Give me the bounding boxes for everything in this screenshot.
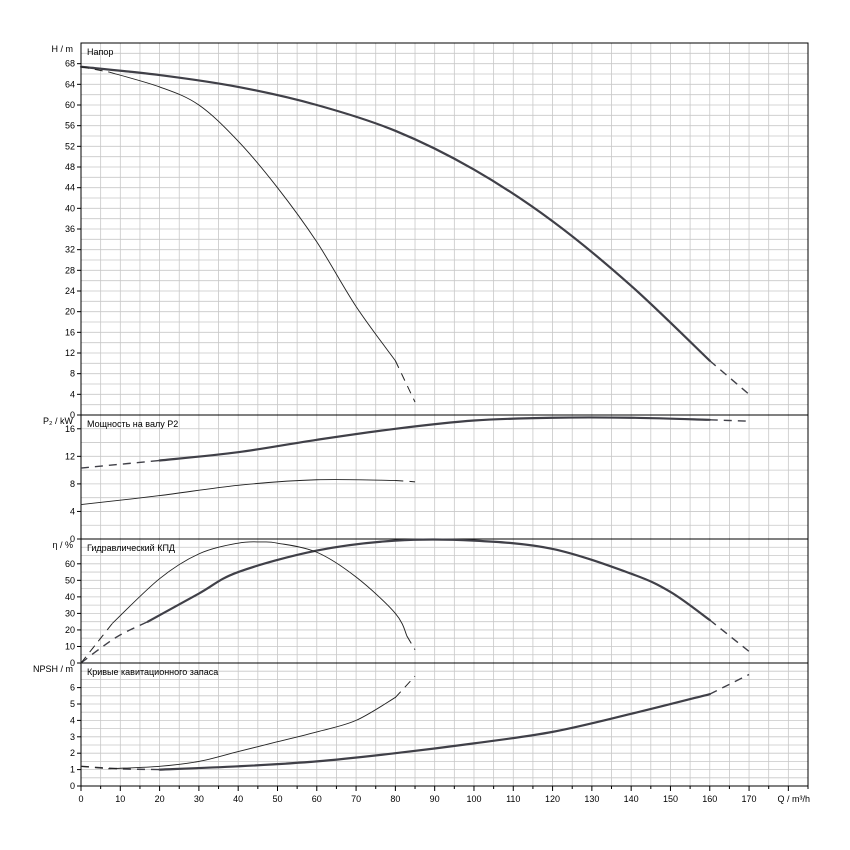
y-tick-label-head: 12 xyxy=(65,348,75,358)
y-tick-label-head: 20 xyxy=(65,307,75,317)
y-tick-label-eff: 20 xyxy=(65,625,75,635)
curve-npsh-bold xyxy=(158,693,711,771)
y-axis-label-power: P₂ / kW xyxy=(43,416,73,426)
y-tick-label-power: 12 xyxy=(65,451,75,461)
panel-frame-eff xyxy=(80,538,809,664)
curve-eff-bold xyxy=(146,538,711,623)
y-tick-label-head: 68 xyxy=(65,59,75,69)
y-tick-label-power: 0 xyxy=(70,534,75,544)
y-tick-label-npsh: 4 xyxy=(70,715,75,725)
panel-title-head: Напор xyxy=(87,47,113,57)
x-tick-label: 90 xyxy=(430,794,440,804)
x-tick-label: 30 xyxy=(194,794,204,804)
y-axis-label-eff: η / % xyxy=(52,540,73,550)
y-tick-label-npsh: 3 xyxy=(70,732,75,742)
y-axis-label-npsh: NPSH / m xyxy=(33,664,73,674)
y-tick-label-head: 0 xyxy=(70,410,75,420)
curves xyxy=(79,65,750,771)
curve-extension-start-head xyxy=(80,66,109,73)
curve-extension-end-npsh xyxy=(709,673,750,695)
x-tick-label: 120 xyxy=(545,794,560,804)
y-tick-label-npsh: 2 xyxy=(70,748,75,758)
curve-extension-start-eff xyxy=(80,623,113,664)
curve-extension-end-power xyxy=(395,479,416,483)
x-tick-label: 80 xyxy=(390,794,400,804)
y-tick-label-eff: 0 xyxy=(70,658,75,668)
x-tick-label: 160 xyxy=(702,794,717,804)
y-tick-label-head: 36 xyxy=(65,224,75,234)
curve-eff-thin xyxy=(111,541,408,637)
y-tick-label-npsh: 0 xyxy=(70,781,75,791)
curve-npsh-thin xyxy=(108,696,396,770)
y-tick-label-head: 64 xyxy=(65,79,75,89)
curve-extension-start-power xyxy=(80,459,160,469)
y-tick-label-eff: 60 xyxy=(65,559,75,569)
curve-extension-end-head xyxy=(394,360,416,403)
x-tick-label: 40 xyxy=(233,794,243,804)
curve-extension-end-head xyxy=(709,360,750,395)
y-tick-label-head: 52 xyxy=(65,141,75,151)
curve-extension-end-eff xyxy=(709,619,750,652)
y-tick-label-npsh: 6 xyxy=(70,683,75,693)
curve-extension-start-npsh xyxy=(80,765,109,770)
y-tick-label-head: 8 xyxy=(70,369,75,379)
y-tick-label-head: 4 xyxy=(70,389,75,399)
curve-head-thin xyxy=(108,71,396,362)
panel-frame-power xyxy=(80,414,809,540)
panel-frames xyxy=(77,42,809,791)
x-tick-label: 100 xyxy=(466,794,481,804)
x-tick-label: 10 xyxy=(115,794,125,804)
x-tick-label: 0 xyxy=(78,794,83,804)
y-tick-label-head: 24 xyxy=(65,286,75,296)
y-axis-label-head: H / m xyxy=(52,44,74,54)
panel-frame-npsh xyxy=(80,662,809,787)
y-tick-label-head: 28 xyxy=(65,265,75,275)
x-tick-label: 170 xyxy=(742,794,757,804)
curve-extension-start-eff xyxy=(80,621,149,664)
y-tick-label-head: 16 xyxy=(65,327,75,337)
y-tick-label-head: 44 xyxy=(65,183,75,193)
curve-power-thin xyxy=(80,479,396,506)
y-tick-label-eff: 40 xyxy=(65,592,75,602)
x-tick-label: 130 xyxy=(584,794,599,804)
y-tick-label-head: 32 xyxy=(65,245,75,255)
y-tick-label-eff: 30 xyxy=(65,608,75,618)
panel-title-power: Мощность на валу P2 xyxy=(87,419,178,429)
x-tick-label: 50 xyxy=(272,794,282,804)
y-tick-label-power: 16 xyxy=(65,424,75,434)
y-tick-label-npsh: 1 xyxy=(70,765,75,775)
grid xyxy=(81,43,808,786)
y-tick-label-power: 8 xyxy=(70,479,75,489)
y-tick-label-head: 48 xyxy=(65,162,75,172)
panel-title-npsh: Кривые кавитационного запаса xyxy=(87,667,218,677)
x-axis-label: Q / m³/h xyxy=(777,794,810,804)
curve-head-bold xyxy=(79,65,711,362)
curve-extension-end-eff xyxy=(406,636,416,651)
y-tick-label-eff: 10 xyxy=(65,641,75,651)
curve-extension-end-power xyxy=(709,419,750,422)
x-tick-label: 140 xyxy=(624,794,639,804)
x-tick-label: 70 xyxy=(351,794,361,804)
x-tick-label: 20 xyxy=(155,794,165,804)
panel-title-eff: Гидравлический КПД xyxy=(87,543,175,553)
y-tick-label-head: 40 xyxy=(65,203,75,213)
x-tick-label: 150 xyxy=(663,794,678,804)
curve-power-bold xyxy=(158,416,711,462)
y-tick-label-eff: 50 xyxy=(65,575,75,585)
x-tick-label: 110 xyxy=(506,794,520,804)
curve-extension-end-npsh xyxy=(395,675,416,698)
x-tick-label: 60 xyxy=(312,794,322,804)
y-tick-label-npsh: 5 xyxy=(70,699,75,709)
y-tick-label-head: 60 xyxy=(65,100,75,110)
y-tick-label-power: 4 xyxy=(70,506,75,516)
y-tick-label-head: 56 xyxy=(65,121,75,131)
